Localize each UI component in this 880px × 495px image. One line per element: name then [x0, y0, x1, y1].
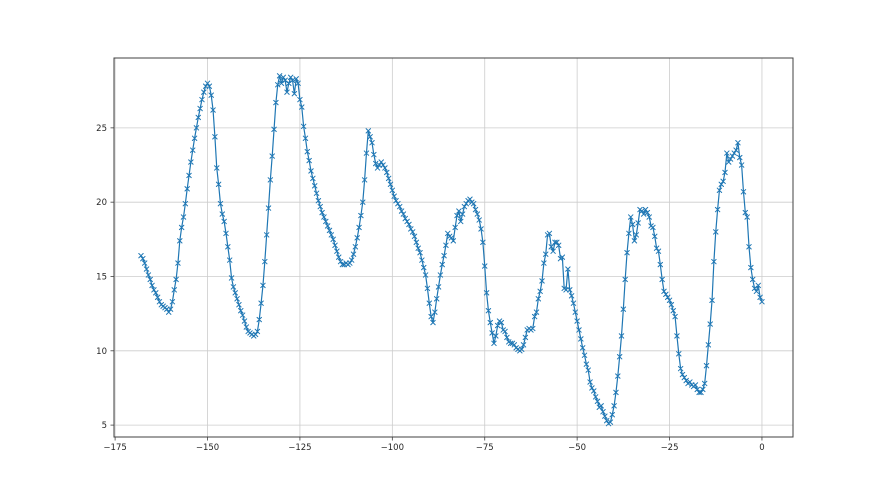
series-x-markers [138, 73, 765, 427]
axis-ticks [110, 127, 763, 441]
x-tick-label: 0 [759, 443, 764, 453]
x-tick-label: −175 [103, 443, 126, 453]
y-tick-label: 5 [102, 421, 107, 431]
grid-lines [114, 58, 793, 437]
x-tick-label: −25 [661, 443, 679, 453]
y-tick-label: 20 [96, 198, 107, 208]
y-tick-label: 10 [96, 347, 107, 357]
x-tick-label: −150 [196, 443, 219, 453]
x-tick-label: −75 [476, 443, 494, 453]
axes-spines [113, 57, 794, 438]
data-series [138, 73, 765, 427]
x-tick-label: −100 [381, 443, 404, 453]
y-tick-label: 15 [96, 272, 107, 282]
y-tick-label: 25 [96, 124, 107, 134]
x-tick-label: −125 [288, 443, 311, 453]
plot-border [113, 57, 794, 438]
x-tick-label: −50 [568, 443, 586, 453]
tick-labels: −175 −150 −125 −100 −75 −50 −25 0 5 10 15 20 25 [96, 124, 764, 453]
